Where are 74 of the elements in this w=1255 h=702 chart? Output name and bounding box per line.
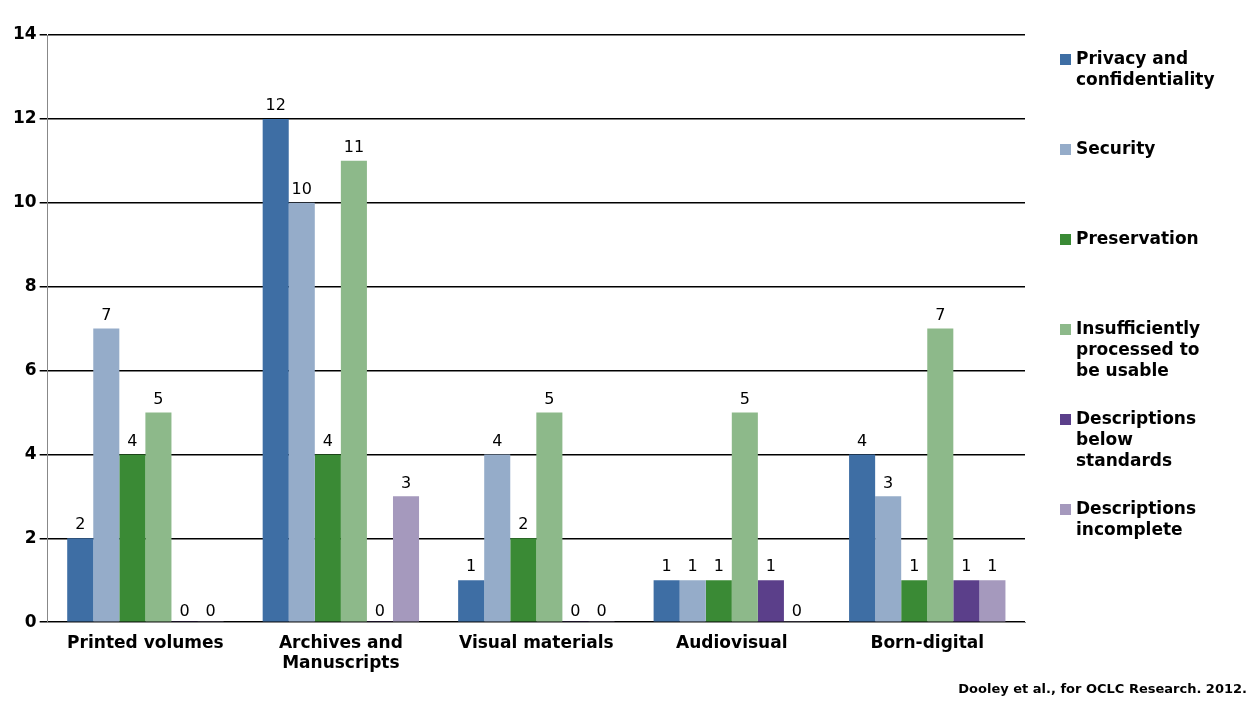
bar (314, 454, 341, 622)
bar (731, 412, 758, 622)
data-label: 0 (596, 601, 607, 621)
legend-label: Security (1076, 138, 1156, 159)
legend-label: Descriptions below standards (1076, 408, 1197, 471)
y-tick-label: 0 (24, 610, 37, 631)
data-label: 7 (935, 304, 946, 324)
legend-label: Preservation (1076, 228, 1199, 249)
legend-label: Privacy and confidentiality (1076, 48, 1215, 90)
data-label: 1 (713, 556, 724, 576)
data-label: 4 (492, 430, 503, 450)
data-label: 12 (265, 95, 286, 115)
data-label: 1 (987, 556, 998, 576)
data-label: 0 (570, 601, 581, 621)
bar (119, 454, 146, 622)
data-label: 1 (661, 556, 672, 576)
y-tick-label: 6 (24, 358, 37, 379)
x-tick-label: Born-digital (870, 631, 985, 652)
data-label: 7 (101, 304, 112, 324)
data-label: 5 (544, 388, 555, 408)
bar (340, 160, 367, 622)
data-label: 1 (765, 556, 776, 576)
bar (67, 538, 94, 622)
data-label: 0 (374, 601, 386, 621)
bar (145, 412, 172, 622)
legend-label: Insufficiently processed to be usable (1076, 318, 1201, 381)
data-label: 1 (961, 556, 972, 576)
data-label: 5 (739, 388, 750, 408)
data-label: 3 (883, 472, 894, 492)
bar (93, 328, 120, 622)
y-tick-label: 12 (12, 107, 37, 128)
bar (679, 580, 706, 622)
y-tick-label: 14 (12, 23, 37, 44)
data-label: 1 (466, 556, 477, 576)
bar (979, 580, 1006, 622)
bar (458, 580, 485, 622)
data-label: 5 (153, 388, 164, 408)
data-label: 0 (791, 601, 803, 621)
bar (953, 580, 980, 622)
data-label: 4 (127, 430, 138, 450)
x-tick-label: Archives and Manuscripts (278, 631, 403, 673)
x-tick-label: Visual materials (459, 631, 614, 652)
y-tick-label: 4 (24, 442, 37, 463)
data-label: 1 (687, 556, 698, 576)
x-tick-label: Audiovisual (676, 631, 788, 652)
text: Dooley et al., for OCLC Research. 2012. (958, 680, 1247, 696)
y-tick-label: 2 (24, 526, 37, 547)
bar (849, 454, 876, 622)
data-label: 2 (75, 514, 86, 534)
data-label: 2 (518, 514, 529, 534)
data-label: 3 (400, 472, 412, 492)
bar (875, 496, 902, 622)
x-tick-label: Printed volumes (67, 631, 224, 652)
data-label: 4 (322, 430, 333, 450)
bar (392, 496, 420, 622)
bar (288, 202, 315, 622)
data-label: 11 (343, 136, 365, 156)
bar (927, 328, 954, 622)
data-label: 4 (857, 430, 868, 450)
bar (484, 454, 511, 622)
y-tick-label: 8 (24, 275, 37, 296)
bar (653, 580, 680, 622)
data-label: 10 (291, 178, 312, 198)
bar (510, 538, 537, 622)
data-label: 1 (909, 556, 920, 576)
bar (705, 580, 732, 622)
bar (536, 412, 563, 622)
bar (901, 580, 928, 622)
data-label: 0 (205, 601, 216, 621)
data-label: 0 (179, 601, 190, 621)
y-tick-label: 10 (12, 191, 37, 212)
bar (262, 118, 289, 622)
bar (757, 580, 784, 622)
legend-label: Descriptions incomplete (1076, 498, 1197, 540)
